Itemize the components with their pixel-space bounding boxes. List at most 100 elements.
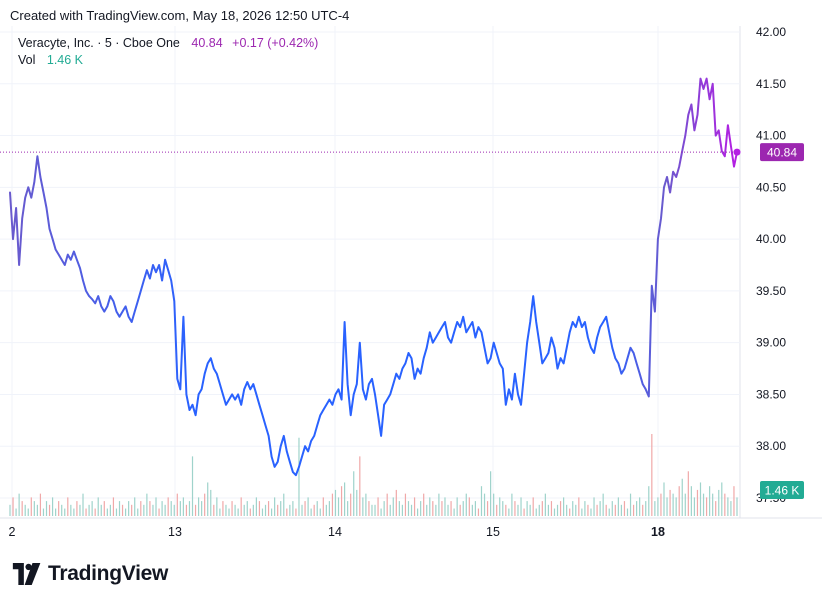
volume-bar (490, 471, 492, 516)
volume-bar (340, 486, 343, 516)
volume-bar (611, 501, 613, 516)
tradingview-logo-icon (12, 563, 41, 585)
volume-bar (143, 504, 145, 516)
volume-bar (569, 508, 571, 516)
volume-bar (666, 497, 668, 516)
volume-badge-label: 1.46 K (765, 484, 800, 498)
volume-bar (651, 434, 653, 516)
volume-bar (9, 504, 11, 516)
volume-bar (197, 497, 200, 516)
legend-symbol-row: Veracyte, Inc. · 5 · Cboe One 40.84 +0.1… (18, 36, 320, 50)
volume-bar (584, 501, 586, 516)
volume-bar (642, 504, 644, 516)
volume-bar (58, 501, 60, 516)
volume-bar (313, 504, 315, 516)
tradingview-brand-text: TradingView (48, 562, 169, 585)
volume-bar (45, 501, 48, 516)
volume-bar (243, 504, 245, 516)
volume-bar (556, 504, 559, 516)
volume-bar (523, 508, 525, 516)
volume-bar (690, 486, 692, 516)
volume-bar (648, 486, 650, 516)
volume-bar (499, 497, 501, 516)
volume-bar (581, 508, 583, 516)
volume-bar (103, 501, 105, 516)
volume-bar (544, 493, 546, 516)
volume-bar (623, 501, 626, 516)
volume-bar (459, 504, 461, 516)
x-axis: 2 13 14 15 18 (9, 525, 665, 539)
volume-bar (204, 493, 206, 516)
x-tick-label: 13 (168, 525, 182, 539)
volume-bar (538, 504, 540, 516)
chart-area[interactable]: 42.00 41.50 41.00 40.50 40.00 39.50 39.00 38.50… (0, 26, 822, 544)
volume-bar (593, 497, 595, 516)
volume-bar (167, 497, 169, 516)
volume-bar (24, 504, 26, 516)
volume-bar (295, 508, 297, 516)
volume-bar (699, 482, 702, 516)
volume-bar (395, 489, 397, 516)
volume-bar (109, 504, 111, 516)
volume-bar (426, 504, 428, 516)
volume-bar (456, 497, 458, 516)
volume-bar (216, 497, 218, 516)
y-tick-label: 41.50 (756, 77, 786, 91)
y-tick-label: 38.00 (756, 439, 786, 453)
volume-bar (134, 497, 136, 516)
volume-bar (261, 508, 264, 516)
volume-bar (371, 504, 373, 516)
price-badges: 40.84 1.46 K (760, 143, 804, 499)
legend-change: +0.17 (+0.42%) (232, 36, 319, 50)
volume-bar (55, 508, 57, 516)
volume-bar (602, 493, 604, 516)
legend-symbol: Veracyte, Inc. · 5 · Cboe One (18, 36, 180, 50)
volume-bar (441, 501, 443, 516)
volume-bar (301, 504, 303, 516)
volume-bar (727, 497, 729, 516)
volume-bar (33, 501, 35, 516)
volume-bar (687, 471, 689, 516)
volume-bar (356, 489, 358, 516)
volume-bar (322, 497, 324, 516)
grid (0, 26, 822, 519)
volume-bar (733, 486, 735, 516)
volume-bar (721, 482, 723, 516)
price-chart[interactable]: 42.00 41.50 41.00 40.50 40.00 39.50 39.00 38.50… (0, 26, 822, 544)
volume-bar (550, 501, 553, 516)
volume-bar (535, 508, 537, 516)
volume-bar (447, 504, 449, 516)
volume-bar (185, 504, 188, 516)
volume-bar (337, 497, 340, 516)
volume-bar (219, 508, 221, 516)
volume-bar (702, 493, 705, 516)
volume-bar (264, 504, 267, 516)
y-tick-label: 39.00 (756, 336, 786, 350)
volume-bar (483, 493, 486, 516)
volume-bar (678, 486, 680, 516)
volume-bar (517, 504, 519, 516)
price-line-group (0, 77, 741, 477)
volume-bar (213, 504, 215, 516)
volume-bar (520, 497, 522, 516)
volume-bar (222, 501, 224, 516)
volume-bar (380, 508, 382, 516)
volume-bar (170, 501, 172, 516)
footer-brand[interactable]: TradingView (12, 562, 168, 586)
volume-bar (432, 501, 434, 516)
volume-bar (505, 504, 507, 516)
volume-bar (563, 497, 565, 516)
volume-bar (97, 497, 99, 516)
volume-bar (76, 501, 78, 516)
volume-bar (344, 482, 346, 516)
volume-bar (645, 501, 647, 516)
volume-bar (578, 497, 580, 516)
volume-bar (398, 501, 400, 516)
volume-bar (347, 501, 349, 516)
volume-bar (413, 497, 416, 516)
volume-bar (128, 501, 130, 516)
x-tick-label: 14 (328, 525, 342, 539)
volume-bar (444, 497, 446, 516)
volume-bar (328, 501, 330, 516)
volume-bar (435, 504, 437, 516)
